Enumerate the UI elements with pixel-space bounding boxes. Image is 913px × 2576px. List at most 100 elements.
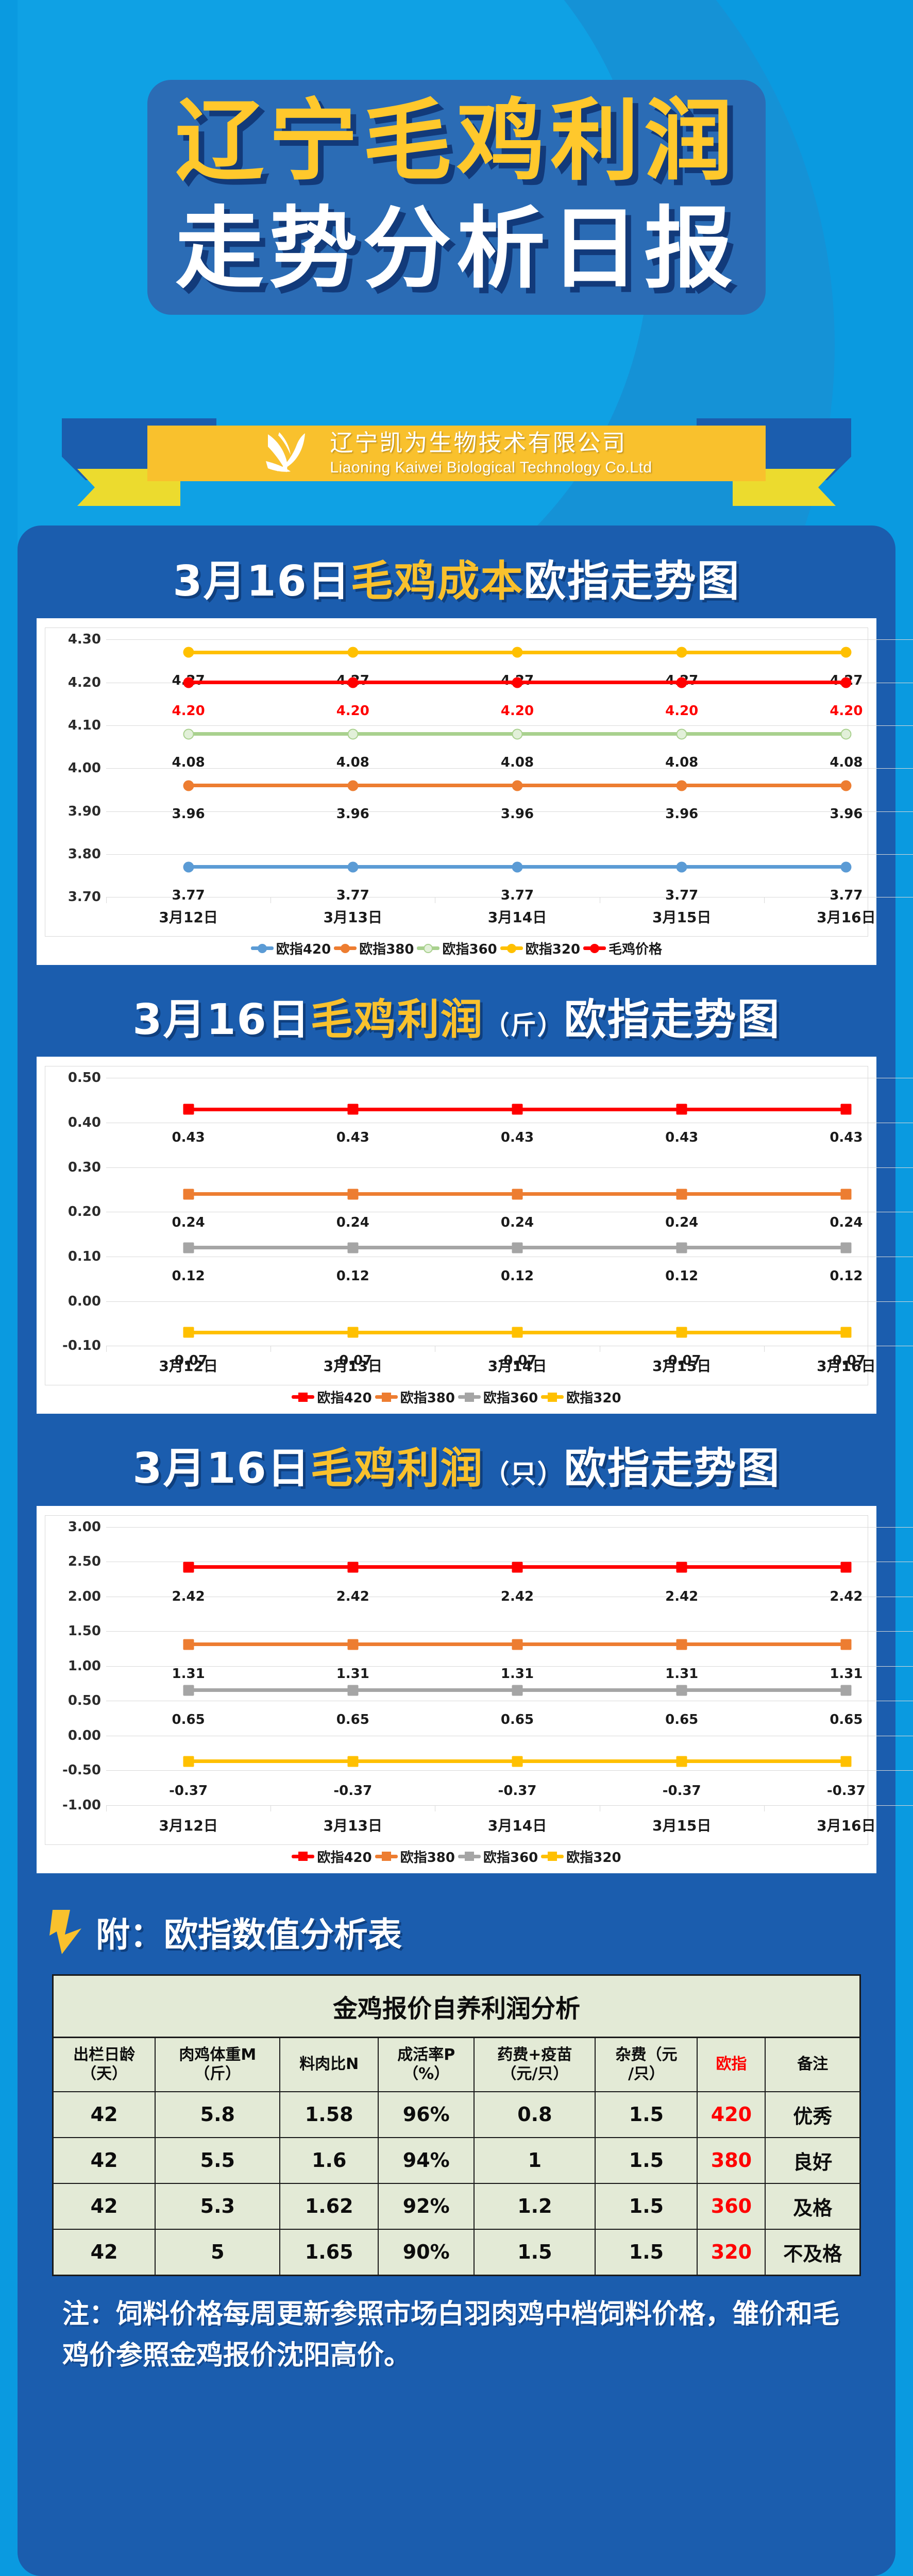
legend-item[interactable]: 欧指380 xyxy=(375,1387,455,1406)
x-axis-tick-label: 3月13日 xyxy=(323,1817,383,1834)
brand-name-cn: 辽宁凯为生物技术有限公司 xyxy=(330,429,627,457)
legend-item[interactable]: 欧指360 xyxy=(417,939,497,958)
chart-data-label: 3.77 xyxy=(172,887,205,903)
chart-data-label: 0.24 xyxy=(336,1214,369,1230)
chart-data-point xyxy=(840,677,852,688)
chart-data-point xyxy=(512,647,523,658)
x-axis-tick-mark xyxy=(106,1805,107,1811)
legend-label: 毛鸡价格 xyxy=(608,942,663,958)
legend-label: 欧指320 xyxy=(566,1850,621,1866)
legend-label: 欧指320 xyxy=(566,1391,621,1406)
legend-color-swatch xyxy=(334,943,357,953)
legend-color-swatch xyxy=(375,1392,398,1402)
legend-color-swatch xyxy=(292,1392,315,1402)
x-axis-tick-label: 3月12日 xyxy=(159,1817,218,1834)
table-cell: 1.5 xyxy=(595,2091,698,2138)
y-axis-tick-label: 4.30 xyxy=(67,632,101,648)
legend-item[interactable]: 毛鸡价格 xyxy=(583,939,662,958)
y-axis-tick-label: 3.90 xyxy=(67,803,101,819)
legend-item[interactable]: 欧指420 xyxy=(292,1847,372,1866)
y-axis-tick-label: 0.10 xyxy=(67,1249,101,1265)
chart-1-legend: 欧指420 欧指380 欧指360 欧指320 毛鸡价格 xyxy=(45,937,868,958)
section-2-title: 3月16日毛鸡利润（斤）欧指走势图 xyxy=(18,997,895,1043)
chart-gridline xyxy=(106,1805,913,1806)
chart-data-point xyxy=(840,861,852,873)
y-axis-tick-label: 1.00 xyxy=(67,1658,101,1674)
chart-data-label: 3.77 xyxy=(336,887,369,903)
chart-data-point xyxy=(676,1756,687,1767)
brand-text: 辽宁凯为生物技术有限公司 Liaoning Kaiwei Biological … xyxy=(330,430,652,477)
y-axis-tick-label: -1.00 xyxy=(62,1797,101,1813)
chart-data-label: 4.08 xyxy=(665,754,699,770)
legend-label: 欧指360 xyxy=(483,1391,538,1406)
table-cell: 42 xyxy=(52,2137,156,2184)
footnote-text: 注：饲料价格每周更新参照市场白羽肉鸡中档饲料价格，雏价和毛鸡价参照金鸡报价沈阳高… xyxy=(62,2298,840,2371)
chart-data-point xyxy=(512,677,523,688)
chart-data-point xyxy=(676,861,687,873)
table-cell: 1.5 xyxy=(595,2137,698,2184)
chart-data-label: 0.12 xyxy=(336,1268,369,1284)
legend-item[interactable]: 欧指380 xyxy=(375,1847,455,1866)
chart-data-label: 0.24 xyxy=(500,1214,534,1230)
x-axis-tick-mark xyxy=(106,1346,107,1352)
chart-data-point xyxy=(676,1242,687,1253)
hero-header: 辽宁毛鸡利润 走势分析日报 xyxy=(0,0,913,515)
profit-analysis-table: 金鸡报价自养利润分析 出栏日龄 （天） 肉鸡体重M （斤） 料肉比N 成活率P （%） 药费+… xyxy=(52,1974,861,2276)
legend-item[interactable]: 欧指360 xyxy=(458,1387,538,1406)
chart-data-label: 0.12 xyxy=(172,1268,205,1284)
x-axis-tick-label: 3月15日 xyxy=(652,1358,712,1375)
x-axis-tick-label: 3月13日 xyxy=(323,1358,383,1375)
table-cell: 良好 xyxy=(765,2137,861,2184)
x-axis-tick-label: 3月15日 xyxy=(652,1817,712,1834)
legend-item[interactable]: 欧指380 xyxy=(334,939,414,958)
chart-data-label: 0.65 xyxy=(172,1711,205,1727)
section-3-date: 3月16日 xyxy=(132,1444,311,1494)
chart-card-1: 3.70 3.80 3.90 4.00 4.10 4.20 4.30 3.77 3.77 3.77… xyxy=(37,618,913,965)
legend-item[interactable]: 欧指320 xyxy=(541,1387,621,1406)
y-axis-tick-label: 4.20 xyxy=(67,674,101,690)
chart-data-label: 4.20 xyxy=(172,703,205,719)
chart-data-label: 4.20 xyxy=(500,703,534,719)
chart-data-label: -0.37 xyxy=(169,1783,208,1799)
legend-label: 欧指420 xyxy=(317,1850,372,1866)
section-1-title: 3月16日毛鸡成本欧指走势图 xyxy=(18,558,895,605)
chart-data-point xyxy=(676,1562,687,1573)
chart-gridline xyxy=(106,725,913,726)
attachment-title: 附：欧指数值分析表 xyxy=(96,1914,402,1955)
chart-data-point xyxy=(347,728,359,740)
section-3-paren: （只） xyxy=(483,1459,564,1489)
chart-data-point xyxy=(840,1639,852,1650)
legend-color-swatch xyxy=(541,1852,564,1861)
x-axis-tick-label: 3月14日 xyxy=(487,1817,547,1834)
chart-data-label: -0.37 xyxy=(333,1783,373,1799)
chart-data-point xyxy=(676,647,687,658)
legend-item[interactable]: 欧指320 xyxy=(541,1847,621,1866)
legend-label: 欧指360 xyxy=(442,942,497,958)
y-axis-tick-label: 3.80 xyxy=(67,846,101,862)
chart-data-label: 0.12 xyxy=(500,1268,534,1284)
chart-data-point xyxy=(347,861,359,873)
legend-item[interactable]: 欧指420 xyxy=(250,939,331,958)
table-column-header: 料肉比N xyxy=(279,2037,379,2092)
legend-item[interactable]: 欧指420 xyxy=(292,1387,372,1406)
chart-data-point xyxy=(840,1189,852,1200)
legend-item[interactable]: 欧指320 xyxy=(500,939,580,958)
chart-data-point xyxy=(512,1242,523,1253)
table-column-header: 药费+疫苗 （元/只） xyxy=(474,2037,596,2092)
section-3-tail: 欧指走势图 xyxy=(564,1444,781,1494)
section-3-title: 3月16日毛鸡利润（只）欧指走势图 xyxy=(18,1446,895,1492)
x-axis-tick-label: 3月16日 xyxy=(817,1817,876,1834)
hero-title-plate: 辽宁毛鸡利润 走势分析日报 xyxy=(147,80,766,315)
legend-item[interactable]: 欧指360 xyxy=(458,1847,538,1866)
chart-1-plot: 3.70 3.80 3.90 4.00 4.10 4.20 4.30 3.77 3.77 3.77… xyxy=(45,628,913,937)
table-cell: 及格 xyxy=(765,2182,861,2230)
chart-data-point xyxy=(183,1756,194,1767)
x-axis-tick-mark xyxy=(764,1346,765,1352)
section-3-highlight: 毛鸡利润 xyxy=(310,1444,484,1494)
x-axis-tick-mark xyxy=(106,897,107,904)
hero-title-wrap: 辽宁毛鸡利润 走势分析日报 xyxy=(0,80,913,315)
chart-data-label: 0.43 xyxy=(665,1130,699,1146)
legend-label: 欧指420 xyxy=(276,942,331,958)
chart-data-point xyxy=(183,780,194,791)
chart-data-label: 3.77 xyxy=(830,887,863,903)
